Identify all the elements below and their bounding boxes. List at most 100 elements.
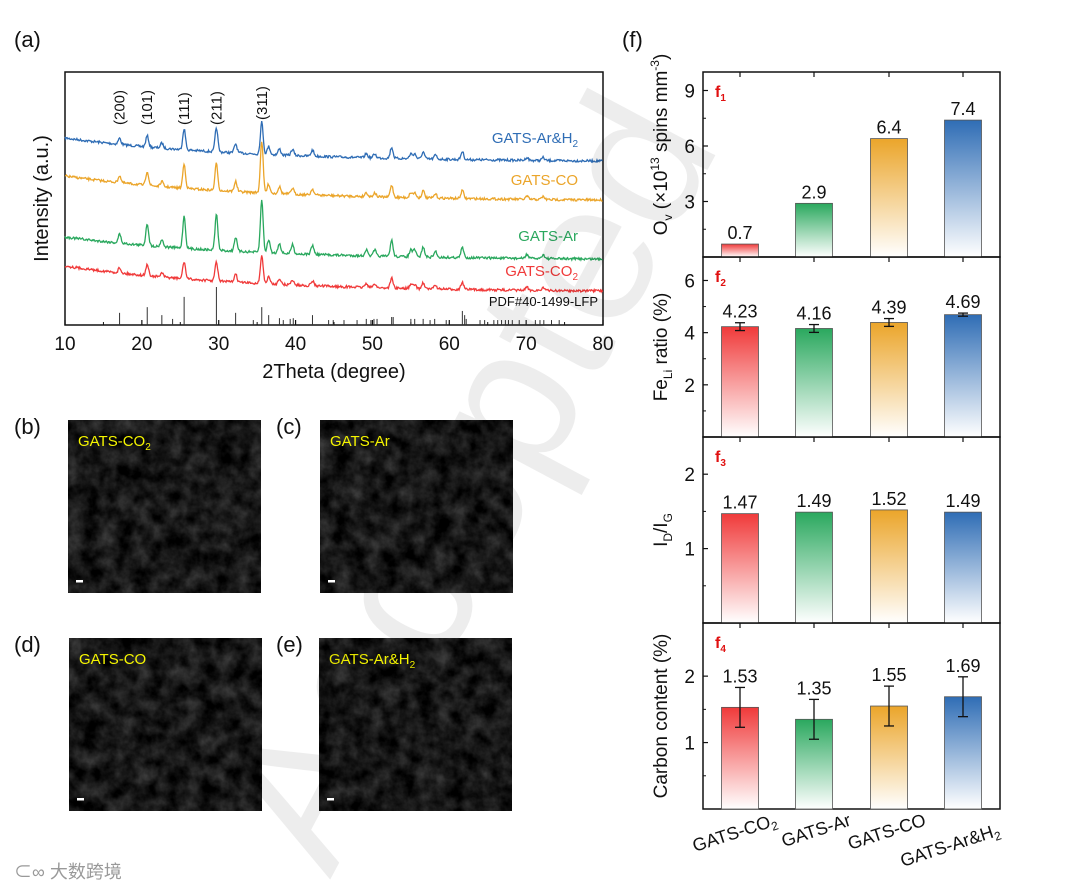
y-axis-label: Intensity (a.u.) bbox=[31, 135, 53, 262]
subscript: 2 bbox=[720, 278, 726, 289]
data-label: 1.69 bbox=[945, 656, 980, 676]
sem-image-b: GATS-CO2 bbox=[68, 420, 261, 593]
xrd-series-label: GATS-CO2 bbox=[505, 263, 578, 283]
bar-GATS-CO2 bbox=[721, 513, 759, 624]
subscript: 2 bbox=[572, 272, 578, 283]
peak-index-label: (101) bbox=[139, 90, 156, 125]
y-axis-label: Carbon content (%) bbox=[651, 634, 672, 799]
bar-GATS-CO bbox=[870, 509, 908, 624]
subscript: Li bbox=[661, 370, 675, 379]
sem-texture bbox=[68, 420, 261, 593]
scale-bar bbox=[328, 580, 335, 583]
subpanel-label: f1 bbox=[715, 84, 726, 104]
panel-label-b: (b) bbox=[14, 414, 41, 439]
peak-index-label: (111) bbox=[176, 92, 193, 125]
y-tick-label: 6 bbox=[684, 271, 695, 292]
sem-texture bbox=[319, 638, 512, 811]
data-label: 1.47 bbox=[722, 493, 757, 513]
subscript: G bbox=[661, 513, 675, 522]
x-tick-label: 60 bbox=[439, 334, 460, 355]
data-label: 0.7 bbox=[727, 223, 752, 243]
scale-bar bbox=[76, 580, 83, 583]
data-label: 4.23 bbox=[722, 302, 757, 322]
text-span: GATS-CO bbox=[78, 433, 145, 450]
x-tick-label: 40 bbox=[285, 334, 306, 355]
subscript: 3 bbox=[720, 458, 726, 469]
sem-image-d: GATS-CO bbox=[69, 638, 262, 811]
data-label: 1.52 bbox=[871, 489, 906, 509]
text-span: Fe bbox=[651, 379, 672, 401]
superscript: 13 bbox=[648, 157, 662, 171]
sem-texture bbox=[69, 638, 262, 811]
subpanel-label: f2 bbox=[715, 269, 726, 289]
text-span: GATS-Ar&H bbox=[329, 651, 410, 668]
bar-GATS-Ar&H2 bbox=[944, 511, 982, 624]
sem-label: GATS-CO bbox=[79, 651, 146, 668]
panel-label-d: (d) bbox=[14, 632, 41, 657]
text-span: GATS-Ar&H bbox=[492, 130, 573, 147]
xrd-series-label: GATS-Ar bbox=[518, 228, 578, 245]
x-tick-label: 10 bbox=[54, 334, 75, 355]
subscript: D bbox=[661, 533, 675, 542]
xrd-panel: (a) (b) (c) (d) (e) (f) 10 20 30 40 50 60 70 80 2Theta… bbox=[14, 27, 643, 657]
x-tick-label: 70 bbox=[516, 334, 537, 355]
bar-chart-f4: f4 1 2 1.53 1.35 1.55 1.69 Carbon content (%) bbox=[651, 622, 1001, 810]
bar-GATS-CO2 bbox=[721, 706, 759, 810]
text-span: I bbox=[651, 542, 672, 547]
bar-GATS-Ar&H2 bbox=[944, 119, 982, 258]
text-span: GATS-CO bbox=[511, 172, 578, 189]
y-tick-label: 1 bbox=[684, 734, 695, 755]
subpanel-label: f4 bbox=[715, 635, 726, 655]
y-tick-label: 2 bbox=[684, 376, 695, 397]
y-tick-label: 9 bbox=[684, 82, 695, 103]
subscript: 1 bbox=[720, 93, 726, 104]
y-axis-label: Ov (×1013 spins mm-3) bbox=[648, 54, 675, 236]
panel-label-a: (a) bbox=[14, 27, 41, 52]
sem-label: GATS-CO2 bbox=[78, 433, 151, 453]
x-tick-label: 50 bbox=[362, 334, 383, 355]
peak-index-label: (311) bbox=[254, 86, 271, 120]
subpanel-label: f3 bbox=[715, 449, 726, 469]
subscript: 2 bbox=[410, 660, 416, 671]
panel-label-e: (e) bbox=[276, 632, 303, 657]
text-span: /I bbox=[651, 522, 672, 533]
subscript: 2 bbox=[769, 818, 780, 833]
data-label: 1.49 bbox=[796, 491, 831, 511]
y-axis-label: FeLi ratio (%) bbox=[651, 293, 675, 402]
text-span: f bbox=[715, 269, 721, 286]
x-tick-label: GATS-Ar bbox=[779, 810, 853, 851]
x-tick-label: 20 bbox=[131, 334, 152, 355]
text-span: f bbox=[715, 84, 721, 101]
bar-GATS-CO bbox=[870, 138, 908, 258]
text-span: GATS-Ar bbox=[330, 433, 390, 450]
bar-GATS-Ar bbox=[795, 202, 833, 258]
data-label: 7.4 bbox=[950, 99, 975, 119]
data-label: 1.49 bbox=[945, 491, 980, 511]
data-label: 1.35 bbox=[796, 678, 831, 698]
bar-GATS-CO2 bbox=[721, 326, 759, 438]
sem-image-c: GATS-Ar bbox=[320, 420, 513, 593]
x-tick-label: GATS-CO2 bbox=[690, 810, 780, 859]
text-span: O bbox=[651, 221, 672, 236]
text-span: GATS-CO bbox=[79, 651, 146, 668]
axes-frame bbox=[702, 622, 1001, 810]
text-span: GATS-CO bbox=[690, 812, 773, 856]
subscript: 2 bbox=[992, 828, 1003, 843]
panel-label-c: (c) bbox=[276, 414, 302, 439]
subscript: 2 bbox=[145, 442, 151, 453]
xrd-series-label: GATS-Ar&H2 bbox=[492, 130, 579, 150]
xrd-trace-GATS-Ar bbox=[64, 199, 603, 262]
subscript: 2 bbox=[572, 139, 578, 150]
sem-image-e: GATS-Ar&H2 bbox=[319, 638, 512, 811]
text-span: f bbox=[715, 449, 721, 466]
text-span: f bbox=[715, 635, 721, 652]
data-label: 4.69 bbox=[945, 292, 980, 312]
text-span: (×10 bbox=[651, 171, 672, 215]
bar-GATS-Ar bbox=[795, 511, 833, 624]
x-tick-label: 30 bbox=[208, 334, 229, 355]
bar-GATS-CO2 bbox=[721, 243, 759, 258]
